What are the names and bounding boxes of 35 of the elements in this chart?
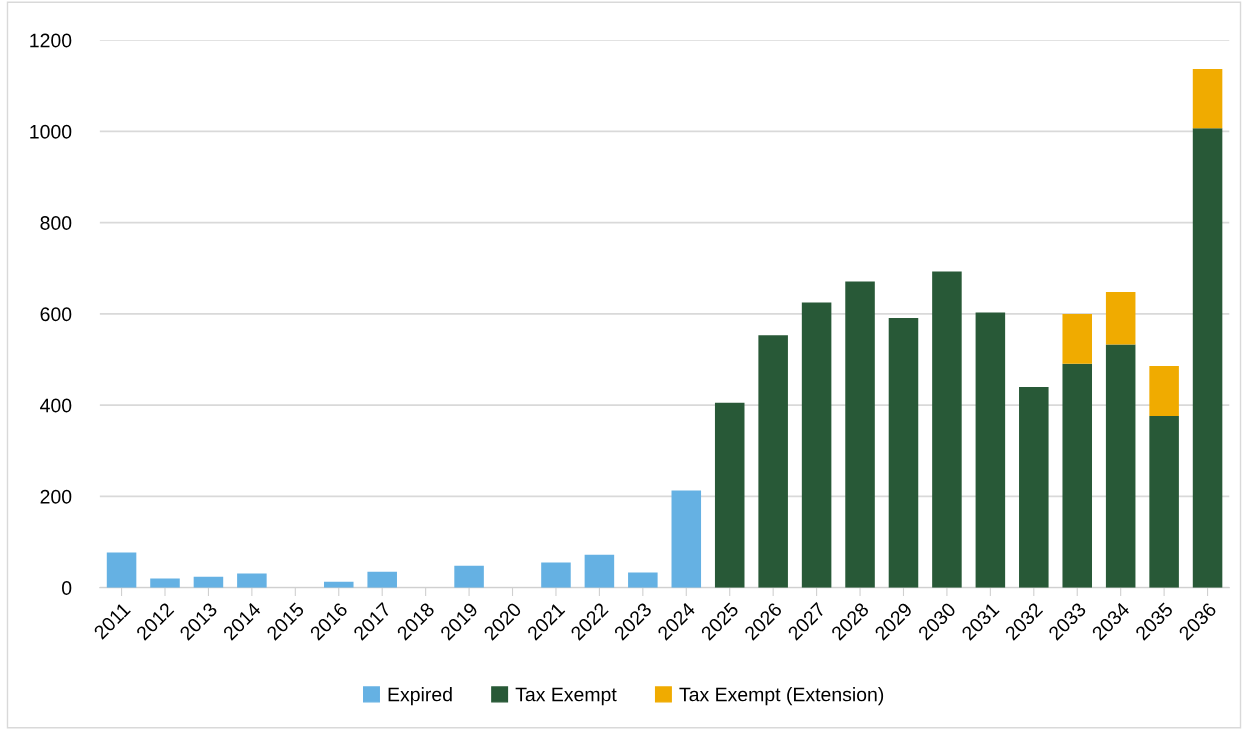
bar [671,490,702,588]
bar [1062,313,1093,364]
bar [932,271,962,588]
bar [454,565,484,588]
y-tick-label: 400 [40,398,72,413]
bar [714,402,745,588]
y-tick-label: 1200 [30,33,72,48]
bar [888,318,919,588]
legend-label: Expired [388,687,452,706]
bar [1105,292,1136,345]
bar [1149,416,1179,588]
y-tick-label: 0 [62,581,72,595]
bar [193,576,224,588]
bar [758,335,788,588]
bar [541,562,571,588]
bar [1192,128,1223,588]
bar [1192,68,1223,129]
bar [801,302,832,588]
y-tick-label: 600 [40,307,72,322]
bar [1105,344,1136,588]
y-tick-label: 800 [40,216,72,230]
bar [1062,363,1093,588]
bar [845,281,875,588]
bar [1019,386,1049,588]
bar [106,552,137,588]
y-tick-label: 1000 [30,124,72,139]
bar [628,572,658,588]
y-tick-label: 200 [40,489,72,504]
bar [237,573,267,588]
bar [975,312,1006,588]
legend-label: Tax Exempt [515,687,617,706]
legend-label: Tax Exempt (Extension) [679,687,884,706]
bar [584,554,615,588]
bar [367,571,397,588]
bar [1149,365,1179,417]
